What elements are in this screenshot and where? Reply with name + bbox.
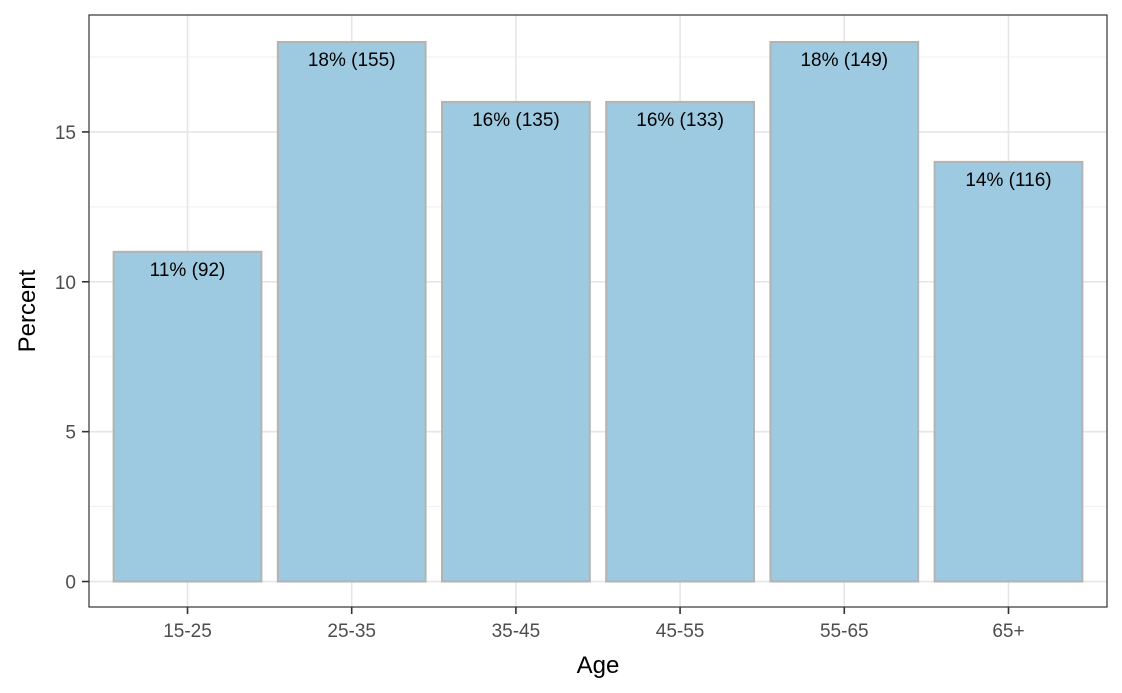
x-axis-title: Age [577,652,620,679]
bar-data-label: 16% (133) [636,110,724,131]
x-tick-label: 65+ [992,621,1024,642]
y-axis: 0 5 10 15 [55,123,89,594]
bar-labels: 11% (92) 18% (155) 16% (135) 16% (133) 18% (… [150,50,1052,281]
y-tick-label: 5 [65,423,76,444]
bar-data-label: 18% (149) [800,50,888,71]
bar [769,40,920,583]
panel-border [88,14,1108,608]
x-axis: 15-25 25-35 35-45 45-55 55-65 65+ [163,607,1025,642]
bar [605,100,755,583]
y-tick-label: 15 [55,123,76,144]
bar [112,250,263,583]
y-axis-title: Percent [14,269,41,352]
bar-data-label: 14% (116) [965,170,1051,191]
bar-data-label: 18% (155) [308,50,396,71]
bar-data-label: 11% (92) [150,260,226,281]
bar [441,100,591,583]
bars [112,40,1084,583]
bar [933,160,1084,583]
x-tick-label: 55-65 [820,621,869,642]
y-tick-label: 0 [65,573,76,594]
x-tick-label: 25-35 [327,621,376,642]
bar [276,40,427,583]
x-tick-label: 15-25 [163,621,212,642]
x-tick-label: 45-55 [656,621,705,642]
y-tick-label: 10 [55,273,76,294]
bar-data-label: 16% (135) [472,110,560,131]
x-tick-label: 35-45 [492,621,541,642]
